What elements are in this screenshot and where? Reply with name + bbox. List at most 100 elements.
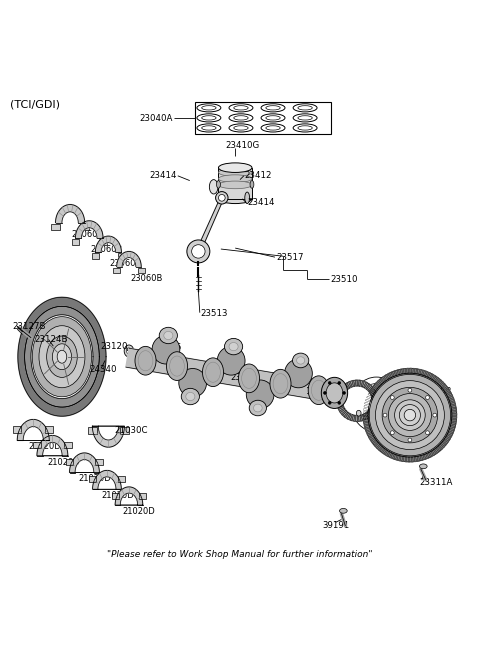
Polygon shape [441, 384, 445, 388]
Polygon shape [375, 382, 380, 387]
Polygon shape [363, 415, 368, 417]
Polygon shape [126, 348, 354, 405]
Polygon shape [37, 436, 68, 456]
Polygon shape [352, 380, 355, 386]
Polygon shape [363, 409, 368, 411]
Polygon shape [367, 432, 372, 436]
Ellipse shape [395, 400, 425, 430]
Ellipse shape [308, 376, 329, 405]
Polygon shape [337, 403, 343, 406]
Ellipse shape [187, 240, 210, 263]
Polygon shape [365, 426, 370, 430]
Polygon shape [363, 382, 368, 388]
Polygon shape [369, 409, 374, 414]
Polygon shape [416, 369, 418, 374]
Text: 23125: 23125 [155, 342, 182, 352]
Polygon shape [362, 414, 366, 420]
Polygon shape [381, 448, 385, 453]
Ellipse shape [234, 106, 248, 110]
Polygon shape [370, 390, 374, 394]
Text: 23124B: 23124B [34, 335, 68, 344]
Polygon shape [338, 406, 344, 409]
Ellipse shape [203, 358, 224, 386]
Polygon shape [374, 442, 379, 446]
Ellipse shape [266, 126, 280, 130]
Ellipse shape [239, 364, 260, 393]
Text: 23127B: 23127B [12, 322, 46, 331]
Text: 21020D: 21020D [123, 507, 156, 516]
Ellipse shape [285, 359, 312, 388]
Ellipse shape [324, 392, 326, 394]
Polygon shape [92, 426, 124, 447]
Ellipse shape [388, 394, 432, 437]
Polygon shape [449, 398, 454, 401]
Text: 21020D: 21020D [48, 457, 80, 466]
Text: 21020D: 21020D [101, 491, 134, 500]
Polygon shape [368, 393, 372, 397]
Bar [33, 442, 41, 449]
Polygon shape [56, 205, 84, 222]
Ellipse shape [390, 396, 394, 400]
Polygon shape [350, 415, 353, 420]
Text: 23040A: 23040A [140, 114, 173, 123]
Ellipse shape [218, 181, 252, 189]
Polygon shape [371, 438, 375, 441]
Polygon shape [363, 412, 368, 414]
Bar [64, 442, 72, 449]
Polygon shape [17, 419, 49, 440]
Ellipse shape [420, 464, 427, 468]
Polygon shape [372, 399, 378, 401]
Ellipse shape [124, 345, 134, 357]
Polygon shape [75, 221, 103, 238]
Text: 21030C: 21030C [115, 426, 148, 436]
Polygon shape [407, 369, 408, 373]
Text: 23510: 23510 [330, 275, 358, 283]
Ellipse shape [217, 346, 245, 375]
Polygon shape [373, 385, 378, 389]
Polygon shape [411, 457, 413, 462]
Text: 23412: 23412 [245, 171, 272, 180]
Bar [120, 427, 129, 434]
Polygon shape [366, 384, 371, 390]
Polygon shape [421, 370, 424, 375]
Polygon shape [196, 196, 225, 251]
Polygon shape [432, 375, 436, 380]
Ellipse shape [399, 405, 420, 426]
Ellipse shape [205, 362, 220, 382]
Polygon shape [347, 413, 351, 419]
Polygon shape [447, 434, 452, 437]
Polygon shape [451, 422, 456, 425]
Polygon shape [436, 447, 440, 452]
Text: 23513: 23513 [201, 309, 228, 318]
Polygon shape [394, 371, 397, 375]
Text: "Please refer to Work Shop Manual for further information": "Please refer to Work Shop Manual for fu… [107, 550, 373, 559]
Text: 23414: 23414 [247, 198, 275, 207]
Polygon shape [363, 418, 368, 420]
Ellipse shape [266, 115, 280, 120]
Polygon shape [451, 407, 456, 409]
Ellipse shape [152, 335, 180, 364]
Polygon shape [398, 456, 401, 461]
Bar [218, 168, 252, 199]
Text: 21020D: 21020D [28, 442, 61, 451]
Polygon shape [337, 397, 343, 400]
Text: 23200B: 23200B [418, 387, 452, 396]
Polygon shape [393, 454, 396, 459]
Bar [92, 253, 99, 259]
Bar [138, 268, 144, 273]
Text: 39190A: 39190A [327, 396, 360, 405]
Polygon shape [359, 380, 361, 386]
Polygon shape [379, 446, 383, 451]
Polygon shape [424, 371, 427, 376]
Bar [118, 253, 125, 259]
Bar [113, 268, 120, 273]
Ellipse shape [253, 404, 262, 412]
Ellipse shape [433, 413, 437, 417]
Ellipse shape [229, 114, 253, 122]
Polygon shape [356, 380, 357, 386]
Text: 23060B: 23060B [131, 274, 163, 283]
Polygon shape [365, 402, 370, 405]
Text: 23111: 23111 [230, 373, 258, 382]
Polygon shape [449, 428, 454, 431]
Polygon shape [368, 386, 373, 391]
